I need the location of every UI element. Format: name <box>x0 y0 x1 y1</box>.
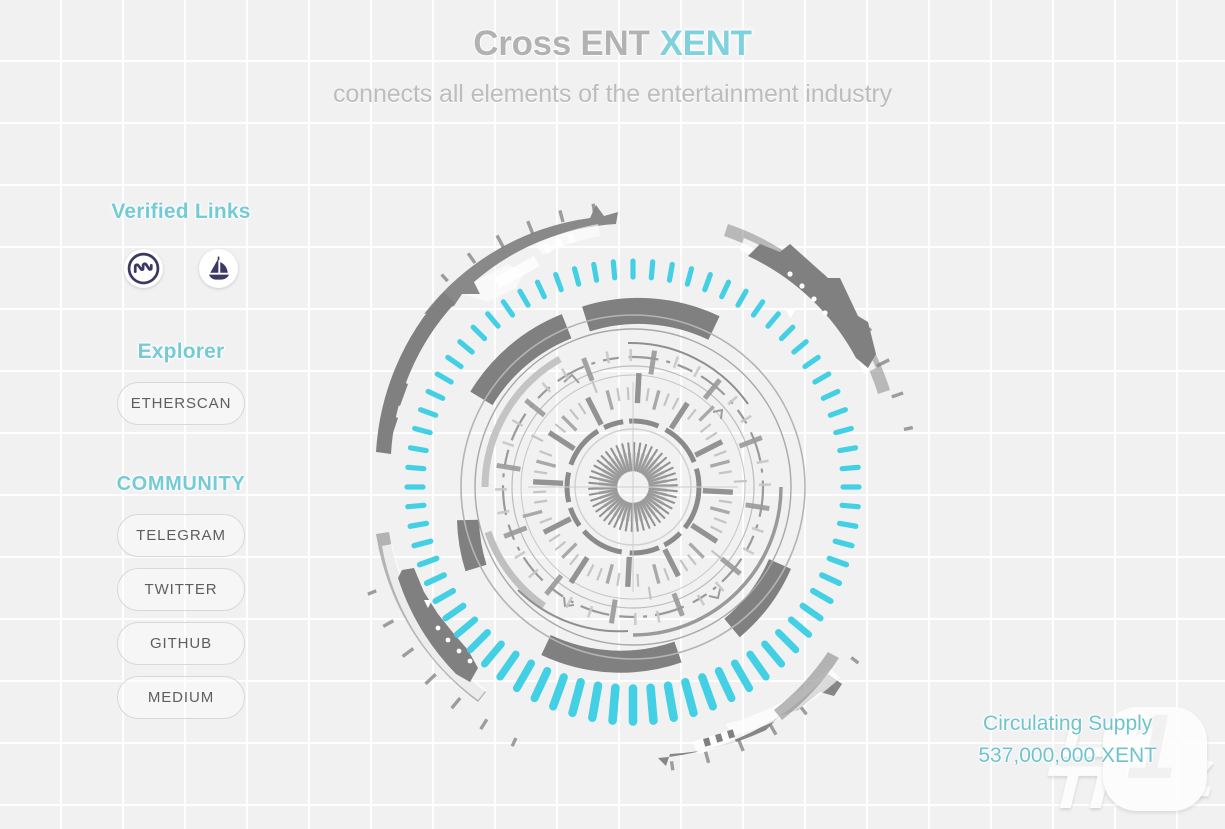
explorer-section: Explorer ETHERSCAN <box>66 340 296 425</box>
sunburst-core <box>587 441 679 533</box>
community-title: COMMUNITY <box>116 473 246 495</box>
coinmarketcap-icon[interactable] <box>124 249 163 288</box>
community-buttons: TELEGRAM TWITTER GITHUB MEDIUM <box>66 514 296 719</box>
cyan-tick-ring <box>404 258 862 726</box>
telegram-button[interactable]: TELEGRAM <box>117 514 245 557</box>
page-title-main: Cross ENT <box>473 24 650 63</box>
circulating-supply: Circulating Supply 537,000,000 XENT <box>978 708 1157 771</box>
opensea-icon[interactable] <box>199 249 238 288</box>
page-title: Cross ENT XENT <box>0 22 1225 66</box>
verified-links-icons <box>66 249 296 288</box>
verified-links-section: Verified Links <box>66 200 296 288</box>
armor-bracket-ring <box>376 205 890 766</box>
community-section: COMMUNITY TELEGRAM TWITTER GITHUB MEDIUM <box>66 473 296 719</box>
page-subtitle: connects all elements of the entertainme… <box>332 79 893 108</box>
sci-fi-hud-ring-graphic <box>328 182 938 792</box>
verified-links-title: Verified Links <box>111 200 251 223</box>
twitter-button[interactable]: TWITTER <box>117 568 245 611</box>
explorer-title: Explorer <box>137 340 225 363</box>
github-button[interactable]: GITHUB <box>117 622 245 665</box>
page-title-ticker: XENT <box>659 24 752 63</box>
circulating-supply-label: Circulating Supply <box>983 712 1153 735</box>
caret-markers <box>563 373 724 608</box>
circulating-supply-value: 537,000,000 XENT <box>978 743 1157 767</box>
explorer-buttons: ETHERSCAN <box>66 382 296 425</box>
thin-outline-ring <box>460 314 806 660</box>
crosshair <box>528 382 738 592</box>
radial-bar-ring <box>494 348 772 626</box>
etherscan-button[interactable]: ETHERSCAN <box>117 382 245 425</box>
page-header: Cross ENT XENT connects all elements of t… <box>0 0 1225 109</box>
dashed-inner-ring <box>501 355 765 619</box>
medium-button[interactable]: MEDIUM <box>117 676 245 719</box>
sidebar: Verified Links <box>66 200 296 723</box>
